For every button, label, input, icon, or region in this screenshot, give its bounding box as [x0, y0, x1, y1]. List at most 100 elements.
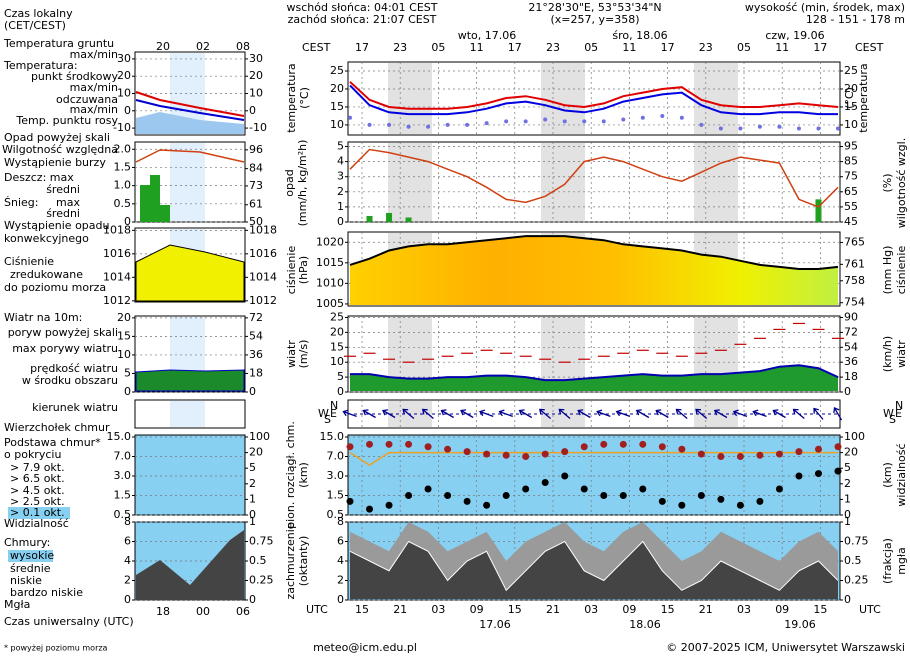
label: 08: [236, 40, 250, 53]
tick-label: 0.5: [249, 554, 267, 567]
legend-text: Wiatr na 10m:: [4, 311, 82, 324]
label: 03: [431, 603, 445, 616]
sample-bars: [140, 175, 170, 222]
label: 23: [699, 41, 713, 54]
tick-label: 10: [249, 87, 263, 100]
label: 11: [470, 41, 484, 54]
tick-label: 0: [249, 104, 256, 117]
label: zachód słońca: 21:07 CEST: [288, 13, 437, 26]
dew-point: [445, 122, 450, 127]
cloud-top: [444, 445, 452, 453]
label: 20: [156, 40, 170, 53]
tick-label: 2: [337, 185, 344, 198]
tick-label: 0.75: [249, 535, 274, 548]
legend-text: zredukowane: [10, 268, 83, 281]
cloud-base: [639, 485, 647, 493]
sample-area: [135, 369, 245, 392]
pressure: [349, 235, 839, 270]
night-band: [541, 63, 585, 134]
wind-arrow: [596, 409, 611, 418]
cloud-base: [366, 505, 374, 513]
label: 128 - 151 - 178 m: [806, 13, 905, 26]
legend-text: Podstawa chmur*: [4, 436, 101, 449]
compass: N: [895, 399, 903, 412]
legend-highlight: [8, 550, 53, 562]
tick-label: 72: [249, 311, 263, 324]
tick-label: 2.0: [114, 142, 132, 155]
legend-text: Wilgotność względna: [2, 143, 118, 156]
tick-label: 1016: [249, 247, 277, 260]
cloud-base: [502, 492, 510, 499]
cloud-base: [541, 479, 549, 486]
apparent-temp: [349, 84, 838, 116]
legend-text: Ciśnienie: [4, 255, 54, 268]
axis-label: (°C): [843, 87, 856, 109]
tick-label: 61: [249, 198, 263, 211]
tick-label: 20: [844, 446, 858, 459]
label: wysokość (min, środek, max): [745, 1, 905, 14]
legend-text: punkt środkowy: [31, 70, 119, 83]
wind-arrow: [833, 406, 843, 421]
dew-point: [816, 126, 821, 131]
tick-label: 15.0: [107, 430, 132, 443]
cloud-base: [678, 501, 686, 509]
legend-text: kierunek wiatru: [32, 401, 118, 414]
label: 15: [813, 603, 827, 616]
label: 06: [236, 605, 250, 618]
label: CEST: [302, 41, 331, 54]
night-band: [694, 63, 738, 134]
axis-label: ciśnienie: [285, 246, 298, 295]
tick-label: 1012: [103, 294, 131, 307]
legend-text: Śnieg:: [4, 196, 38, 209]
dew-point: [504, 119, 509, 124]
axis-label: (°C): [298, 87, 311, 109]
tick-label: 2: [124, 574, 131, 587]
label: 17.06: [479, 618, 511, 631]
cloud-base: [385, 501, 393, 509]
tick-label: 0.5: [114, 197, 132, 210]
label: 05: [737, 41, 751, 54]
tick-label: 10: [844, 118, 858, 131]
legend-text: > 0.1 okt.: [10, 506, 65, 519]
tick-label: 1018: [103, 223, 131, 236]
legend-text: max/min: [70, 103, 118, 116]
humidity: [349, 148, 839, 208]
dew-point: [387, 122, 392, 127]
tick-label: 2: [337, 574, 344, 587]
wind-arrow: [440, 409, 454, 419]
dew-point: [582, 119, 587, 124]
label: 21°28'30"E, 53°53'34"N: [528, 1, 661, 14]
tick-label: 0: [124, 385, 131, 398]
sample-area: [136, 530, 244, 600]
legend-text: Czas lokalny: [4, 7, 73, 20]
cloud-base: [424, 485, 432, 493]
cloud-top: [346, 443, 354, 451]
cloud-top: [385, 440, 393, 448]
side-day-band: [170, 401, 205, 427]
tick-label: -10: [113, 121, 131, 134]
tick-label: 1018: [249, 223, 277, 236]
cloud-base: [483, 501, 491, 509]
dew-point: [367, 122, 372, 127]
tick-label: 1.5: [114, 160, 132, 173]
cloud-top: [717, 453, 725, 460]
axis-label: temperatura: [285, 63, 298, 132]
tick-label: 50: [249, 215, 263, 228]
legend-text: Temperatura gruntu: [3, 37, 114, 50]
cloud-top: [366, 440, 374, 448]
legend-text: prędkość wiatru: [30, 362, 118, 375]
tick-label: 15: [844, 100, 858, 113]
label: 09: [622, 603, 636, 616]
dew-point: [796, 126, 801, 131]
tick-label: 0: [337, 385, 344, 398]
tick-label: 3.0: [114, 469, 132, 482]
label: 18: [156, 605, 170, 618]
sample-area: [136, 112, 244, 134]
tick-label: 1.5: [114, 489, 132, 502]
axis-label: ciśnienie: [895, 246, 908, 295]
tick-label: 0: [249, 508, 256, 521]
tick-label: 765: [844, 235, 865, 248]
tick-label: 2: [249, 477, 256, 490]
precip-bar: [366, 215, 373, 222]
label: 21: [393, 603, 407, 616]
